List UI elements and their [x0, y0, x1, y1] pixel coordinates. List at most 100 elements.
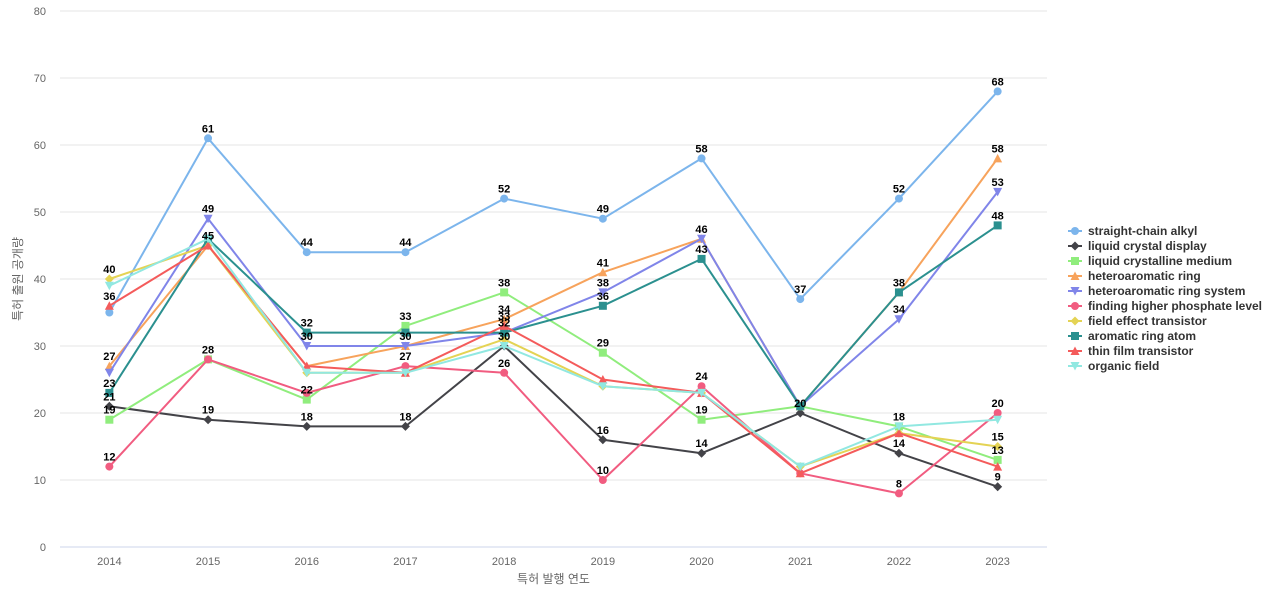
data-label: 49 [202, 204, 214, 216]
series-line [108, 157, 999, 408]
data-point [795, 468, 805, 478]
x-tick-label: 2021 [788, 556, 812, 568]
data-label: 46 [695, 224, 707, 236]
series-line [108, 358, 999, 495]
data-point [500, 368, 509, 377]
data-label: 30 [301, 331, 313, 343]
legend-label: heteroaromatic ring system [1088, 284, 1245, 298]
data-label: 34 [498, 304, 511, 316]
data-point [500, 328, 509, 337]
data-label: 43 [695, 244, 707, 256]
data-point [993, 187, 1003, 197]
data-point [598, 435, 608, 445]
data-label: 29 [597, 338, 609, 350]
x-tick-label: 2018 [492, 556, 516, 568]
data-label: 20 [794, 398, 806, 410]
data-point [104, 274, 114, 284]
data-label: 14 [893, 438, 906, 450]
data-point [697, 234, 707, 244]
legend-label: organic field [1088, 359, 1159, 373]
data-point [993, 462, 1003, 471]
x-tick-label: 2019 [591, 556, 615, 568]
legend-item: heteroaromatic ring [1068, 269, 1201, 283]
series-line [108, 237, 999, 468]
data-point [104, 301, 114, 310]
data-point [500, 288, 509, 297]
y-tick-label: 20 [34, 408, 46, 420]
data-point [894, 448, 904, 458]
data-label: 27 [103, 351, 115, 363]
data-label: 44 [399, 237, 412, 249]
data-label: 27 [399, 351, 411, 363]
data-label: 33 [498, 311, 510, 323]
series-8 [104, 241, 1003, 478]
data-label: 9 [995, 472, 1001, 484]
data-label: 38 [893, 277, 905, 289]
data-label: 21 [103, 391, 115, 403]
data-point [697, 388, 707, 398]
data-point [993, 87, 1002, 96]
data-label: 32 [498, 318, 510, 330]
data-label: 23 [103, 378, 115, 390]
data-label: 20 [992, 398, 1004, 410]
data-label: 52 [498, 184, 510, 196]
data-label: 8 [896, 478, 902, 490]
y-axis-title: 특허 출원 공개량 [11, 237, 25, 321]
data-point [203, 214, 213, 224]
data-label: 16 [597, 425, 609, 437]
data-point [105, 388, 114, 397]
data-point [401, 248, 410, 257]
data-point [993, 221, 1002, 230]
data-point [993, 409, 1002, 417]
data-label: 38 [498, 277, 510, 289]
y-tick-label: 60 [34, 140, 46, 152]
data-point [1070, 241, 1080, 251]
legend-label: heteroaromatic ring [1088, 269, 1201, 283]
series-9 [104, 234, 1003, 472]
series-line [108, 291, 999, 461]
data-point [1070, 287, 1080, 296]
data-label: 53 [992, 177, 1004, 189]
data-label: 44 [301, 237, 314, 249]
data-label: 28 [202, 344, 214, 356]
data-point [302, 361, 312, 371]
data-point [203, 234, 213, 244]
legend-item: field effect transistor [1068, 314, 1207, 328]
data-point [894, 489, 903, 498]
series-0 [105, 87, 1002, 317]
data-label: 18 [399, 411, 411, 423]
legend-item: heteroaromatic ring system [1068, 284, 1245, 298]
legend-label: aromatic ring atom [1088, 329, 1196, 343]
legend-label: straight-chain alkyl [1088, 224, 1197, 238]
data-point [894, 194, 903, 203]
data-point [1070, 316, 1080, 326]
x-tick-label: 2015 [196, 556, 220, 568]
y-tick-label: 0 [40, 542, 46, 554]
data-point [302, 248, 311, 257]
data-point [204, 134, 213, 143]
data-label: 18 [893, 411, 905, 423]
data-point [302, 421, 312, 431]
series-line [108, 224, 999, 408]
x-tick-label: 2016 [295, 556, 319, 568]
data-point [302, 388, 311, 397]
data-point [302, 368, 312, 378]
data-point [104, 281, 114, 291]
series-line [108, 244, 999, 468]
data-point [993, 442, 1003, 451]
data-point [203, 241, 213, 250]
data-point [302, 342, 312, 351]
data-point [1070, 346, 1080, 355]
data-point [598, 348, 607, 357]
series-line [108, 190, 999, 408]
data-point [302, 395, 311, 404]
data-point [1071, 257, 1079, 265]
data-label: 38 [597, 277, 609, 289]
x-tick-label: 2023 [985, 556, 1009, 568]
data-label: 12 [103, 452, 115, 464]
data-point [1071, 227, 1079, 235]
data-point [795, 462, 805, 472]
data-point [1070, 271, 1080, 280]
